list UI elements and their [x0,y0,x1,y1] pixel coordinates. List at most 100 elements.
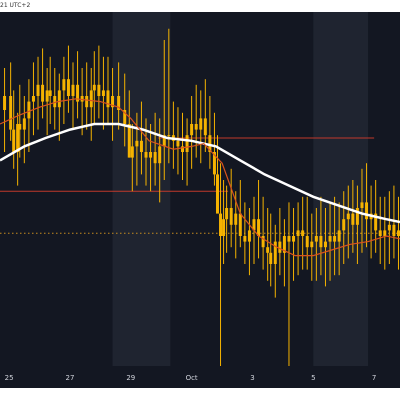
x-axis-bar [0,366,400,388]
candle-body-12 [53,96,57,108]
x-tick-label-3: Oct [186,374,198,382]
x-tick-label-6: 7 [372,374,376,382]
candle-body-69 [305,236,309,248]
candle-body-7 [31,96,35,102]
candle-body-48 [215,174,219,214]
candle-body-53 [234,213,238,225]
candle-body-2 [12,129,16,152]
candle-body-77 [342,219,346,231]
candle-body-0 [3,96,7,110]
candle-body-37 [167,135,171,137]
candle-body-14 [62,79,66,91]
candle-body-45 [203,118,207,136]
candle-body-74 [328,236,332,242]
candle-body-79 [351,213,355,225]
candle-body-29 [130,146,134,158]
weekend-band-0 [112,12,171,366]
candle-body-47 [212,152,216,175]
candle-body-43 [194,124,198,130]
candle-body-31 [139,140,143,152]
candle-body-1 [9,96,13,130]
candle-body-55 [243,236,247,242]
candle-body-39 [176,140,180,147]
x-axis[interactable]: 25 27 29 Oct 3 5 7 [5,374,377,382]
x-tick-label-2: 29 [126,374,135,382]
candle-body-8 [36,84,40,96]
candle-body-36 [162,135,166,147]
candle-body-49 [219,213,223,236]
candle-body-46 [208,135,212,152]
weekend-bands [112,12,369,366]
candle-body-5 [22,118,26,130]
candle-body-32 [144,152,148,158]
x-tick-label-0: 25 [5,374,14,382]
candle-body-21 [92,84,96,91]
candle-body-30 [135,140,139,147]
candle-body-44 [199,118,203,130]
candle-body-54 [238,213,242,236]
candle-body-16 [71,84,75,96]
candle-body-3 [16,124,20,152]
candle-body-6 [27,101,31,119]
weekend-band-1 [313,12,369,366]
candle-body-41 [185,135,189,152]
candle-body-34 [153,152,157,164]
candle-body-89 [396,230,400,236]
candle-body-81 [360,202,364,208]
candle-body-85 [378,230,382,236]
candle-body-35 [158,146,162,164]
candle-body-70 [310,241,314,248]
candle-body-25 [111,96,115,108]
candle-body-61 [269,252,273,264]
candle-body-62 [273,241,277,264]
header-timestamp: 21 UTC+2 [0,2,30,9]
candle-body-56 [247,230,251,242]
candle-body-88 [392,224,396,236]
candle-body-33 [149,152,153,158]
candle-body-71 [314,236,318,242]
candle-body-60 [266,247,270,253]
candle-body-67 [296,230,300,236]
candle-body-20 [89,90,93,108]
candle-body-75 [333,236,337,242]
candle-body-66 [292,236,296,242]
candle-body-86 [383,230,387,236]
candle-body-84 [374,213,378,231]
candle-body-68 [301,230,305,236]
candle-body-19 [85,96,89,108]
candle-body-11 [48,90,52,96]
candle-body-4 [18,124,22,130]
candle-body-15 [66,79,70,96]
candle-body-59 [261,236,265,248]
ma-fast-line [0,98,400,257]
candle-body-78 [346,213,350,220]
candle-body-42 [190,124,194,136]
candle-body-17 [76,84,80,102]
candlesticks [3,28,400,366]
candle-body-63 [278,241,282,253]
candle-body-22 [97,84,101,96]
candle-body-27 [123,110,127,124]
candle-body-72 [319,236,323,248]
candle-body-87 [387,224,391,231]
candle-body-40 [181,146,185,152]
candle-body-23 [101,90,105,96]
candle-body-58 [257,219,261,236]
candle-body-28 [127,124,131,158]
candle-body-9 [41,84,45,102]
candle-body-26 [117,96,121,110]
candle-body-52 [229,208,233,225]
candle-body-64 [282,236,286,253]
candle-body-65 [287,236,291,242]
candle-body-73 [323,241,327,248]
candle-body-57 [252,219,256,231]
candle-body-13 [57,90,61,108]
candle-body-50 [222,219,226,236]
candle-body-51 [225,208,229,220]
candle-body-76 [337,230,341,242]
candle-body-18 [80,96,84,102]
candle-body-82 [365,202,369,220]
candle-body-10 [45,90,49,102]
x-tick-label-5: 5 [311,374,315,382]
